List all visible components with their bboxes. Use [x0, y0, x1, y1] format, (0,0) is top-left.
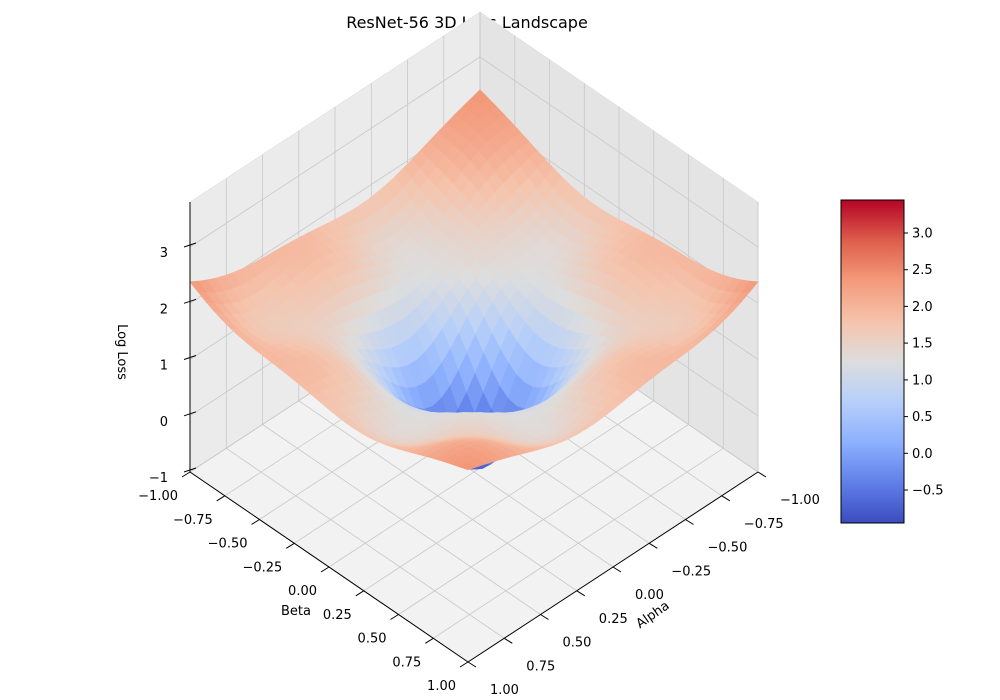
z-tick-label: 1 — [160, 359, 168, 374]
colorbar-bar — [840, 199, 905, 524]
x-tick-label: 0.75 — [526, 659, 555, 674]
colorbar: −0.5 0.0 0.5 1.0 1.5 2.0 2.5 3.0 — [840, 199, 944, 524]
z-axis-label: Log Loss — [114, 324, 129, 380]
x-axis-label: Alpha — [634, 598, 673, 631]
wall-grid-z — [189, 56, 481, 248]
x-tick-label: 0.50 — [563, 636, 592, 651]
y-tick-mark — [390, 614, 399, 620]
y-tick-mark — [320, 566, 330, 573]
y-tick-label: −1.00 — [138, 489, 178, 504]
z-tick-mark — [183, 467, 197, 473]
floor-grid-alpha — [226, 447, 505, 639]
colorbar-tick-label: 2.0 — [912, 300, 933, 315]
y-axis-label: Beta — [281, 604, 311, 619]
y-tick-mark — [425, 637, 434, 644]
floor-grid-beta — [433, 447, 724, 639]
y-tick-label: 0.00 — [288, 584, 317, 599]
z-tick-mark — [183, 242, 197, 248]
x-tick-mark — [467, 661, 477, 668]
x-tick-label: −1.00 — [780, 493, 820, 508]
x-tick-mark — [757, 471, 767, 478]
x-tick-label: 1.00 — [490, 683, 519, 698]
x-tick-mark — [504, 637, 513, 644]
colorbar-tick-label: 1.5 — [912, 337, 933, 352]
x-tick-label: 0.00 — [635, 588, 664, 603]
colorbar-tick-label: 1.0 — [912, 373, 933, 388]
y-tick-mark — [181, 471, 191, 478]
x-tick-label: −0.75 — [744, 517, 784, 532]
x-tick-mark — [540, 614, 549, 620]
colorbar-tick-label: 3.0 — [912, 227, 933, 242]
loss-surface — [189, 89, 759, 471]
z-tick-label: 3 — [160, 246, 168, 261]
y-tick-mark — [459, 661, 469, 668]
z-tick-label: −1 — [149, 471, 168, 486]
floor-grid-beta — [363, 400, 655, 592]
x-tick-mark — [721, 495, 731, 502]
z-tick-mark — [183, 298, 197, 304]
x-tick-mark — [576, 590, 586, 597]
colorbar-tick-label: −0.5 — [912, 484, 944, 499]
y-tick-label: −0.50 — [208, 537, 248, 552]
floor-grid-beta — [398, 424, 689, 615]
floor-grid-alpha — [262, 424, 541, 615]
x-tick-mark — [685, 519, 694, 525]
wall-grid-z — [479, 56, 759, 248]
x-tick-mark — [612, 566, 622, 573]
z-tick-mark — [183, 411, 197, 417]
floor-grid-alpha — [298, 400, 578, 592]
colorbar-tick-label: 0.5 — [912, 410, 933, 425]
y-tick-label: 0.50 — [358, 632, 387, 647]
y-tick-mark — [251, 519, 260, 525]
tick-labels: −1.00 −0.75 −0.50 −0.25 0.00 0.25 0.50 0.75 1.00… — [138, 242, 820, 698]
colorbar-tick-label: 2.5 — [912, 263, 933, 278]
y-tick-label: −0.25 — [242, 560, 282, 575]
y-tick-mark — [286, 542, 295, 549]
y-tick-label: 1.00 — [427, 679, 456, 694]
z-tick-label: 0 — [160, 415, 168, 430]
y-tick-label: −0.75 — [173, 513, 213, 528]
y-tick-mark — [216, 495, 226, 502]
x-tick-label: −0.50 — [708, 541, 748, 556]
y-tick-label: 0.75 — [392, 655, 421, 670]
y-tick-label: 0.25 — [323, 608, 352, 623]
surface-facet — [459, 462, 478, 471]
z-tick-label: 2 — [160, 302, 168, 317]
x-tick-label: 0.25 — [599, 612, 628, 627]
x-tick-mark — [649, 542, 658, 549]
z-tick-mark — [183, 355, 197, 360]
colorbar-tick-label: 0.0 — [912, 447, 933, 462]
x-tick-label: −0.25 — [671, 564, 711, 579]
y-tick-mark — [355, 590, 365, 597]
